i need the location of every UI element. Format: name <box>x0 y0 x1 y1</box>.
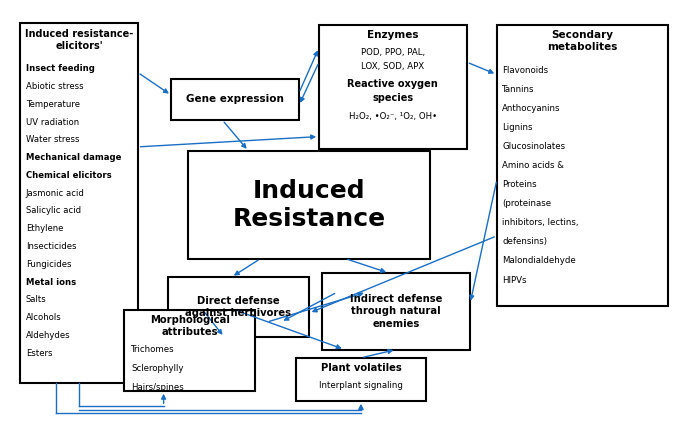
Text: Hairs/spines: Hairs/spines <box>131 383 184 392</box>
Text: POD, PPO, PAL,: POD, PPO, PAL, <box>361 48 425 57</box>
Text: Indirect defense
through natural
enemies: Indirect defense through natural enemies <box>350 294 443 329</box>
Text: Insecticides: Insecticides <box>25 242 76 251</box>
Text: Aldehydes: Aldehydes <box>25 331 71 340</box>
Text: Jasmonic acid: Jasmonic acid <box>25 189 84 197</box>
FancyBboxPatch shape <box>319 25 466 149</box>
Text: inhibitors, lectins,: inhibitors, lectins, <box>502 219 579 227</box>
FancyBboxPatch shape <box>124 310 256 391</box>
Text: Glucosinolates: Glucosinolates <box>502 142 565 151</box>
Text: Malondialdehyde: Malondialdehyde <box>502 257 576 265</box>
Text: Direct defense
against herbivores: Direct defense against herbivores <box>186 296 291 318</box>
Text: Salicylic acid: Salicylic acid <box>25 206 81 216</box>
Text: Salts: Salts <box>25 295 47 304</box>
Text: Trichomes: Trichomes <box>131 345 175 354</box>
Text: Alcohols: Alcohols <box>25 313 62 322</box>
Text: Interplant signaling: Interplant signaling <box>319 381 403 390</box>
Text: (proteinase: (proteinase <box>502 200 551 208</box>
Text: Reactive oxygen: Reactive oxygen <box>347 78 438 89</box>
Text: Lignins: Lignins <box>502 123 533 133</box>
Text: Gene expression: Gene expression <box>186 95 284 104</box>
FancyBboxPatch shape <box>323 273 470 349</box>
Text: Flavonoids: Flavonoids <box>502 66 549 75</box>
Text: Enzymes: Enzymes <box>367 30 419 40</box>
Text: UV radiation: UV radiation <box>25 118 79 127</box>
FancyBboxPatch shape <box>295 358 426 401</box>
Text: Ethylene: Ethylene <box>25 224 63 233</box>
FancyBboxPatch shape <box>168 277 309 337</box>
Text: defensins): defensins) <box>502 238 547 246</box>
Text: species: species <box>372 93 414 103</box>
FancyBboxPatch shape <box>21 23 138 383</box>
Text: H₂O₂, •O₂⁻, ¹O₂, OH•: H₂O₂, •O₂⁻, ¹O₂, OH• <box>349 112 437 121</box>
FancyBboxPatch shape <box>497 25 668 306</box>
Text: Anthocyanins: Anthocyanins <box>502 104 561 113</box>
FancyBboxPatch shape <box>171 78 299 120</box>
Text: Metal ions: Metal ions <box>25 278 76 287</box>
Text: Esters: Esters <box>25 349 52 358</box>
Text: Morphological
attributes: Morphological attributes <box>150 315 229 337</box>
Text: Insect feeding: Insect feeding <box>25 64 95 73</box>
Text: Secondary
metabolites: Secondary metabolites <box>547 30 618 52</box>
Text: Proteins: Proteins <box>502 180 537 189</box>
Text: Induced resistance-
elicitors': Induced resistance- elicitors' <box>25 29 133 51</box>
Text: Induced
Resistance: Induced Resistance <box>232 179 386 231</box>
Text: Chemical elicitors: Chemical elicitors <box>25 171 112 180</box>
Text: HIPVs: HIPVs <box>502 276 527 284</box>
Text: Amino acids &: Amino acids & <box>502 161 564 170</box>
Text: Water stress: Water stress <box>25 135 79 144</box>
Text: LOX, SOD, APX: LOX, SOD, APX <box>361 62 425 71</box>
FancyBboxPatch shape <box>188 151 429 259</box>
Text: Plant volatiles: Plant volatiles <box>321 363 401 373</box>
Text: Tannins: Tannins <box>502 85 535 94</box>
Text: Fungicides: Fungicides <box>25 260 71 269</box>
Text: Temperature: Temperature <box>25 100 79 109</box>
Text: Abiotic stress: Abiotic stress <box>25 82 84 91</box>
Text: Mechanical damage: Mechanical damage <box>25 153 121 162</box>
Text: Sclerophylly: Sclerophylly <box>131 364 184 373</box>
